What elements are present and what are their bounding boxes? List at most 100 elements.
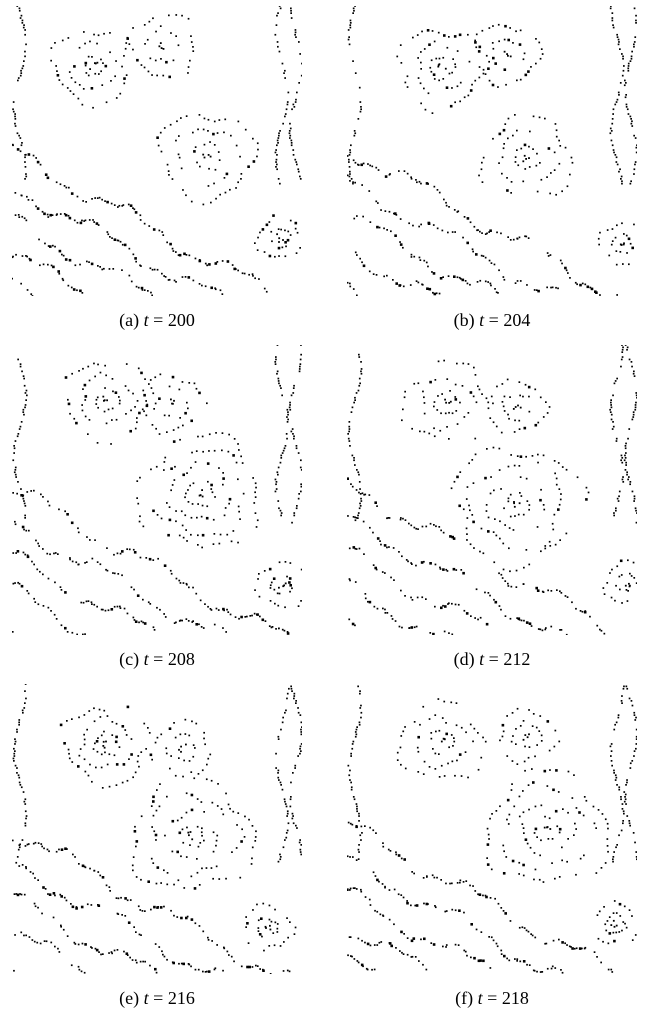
edge-band-dot (632, 372, 635, 375)
ring-dot (471, 83, 473, 86)
ring-dot (531, 768, 533, 770)
ring-dot (490, 868, 493, 871)
ring-dot (197, 845, 200, 848)
stripe-dot (389, 850, 392, 852)
ring-dot (215, 844, 217, 847)
stripe-dot (156, 606, 158, 609)
stripe-dot (429, 562, 432, 565)
edge-band-dot (289, 127, 292, 130)
edge-band-dot (292, 822, 295, 825)
edge-band-dot (624, 445, 627, 447)
edge-band-dot (621, 803, 624, 805)
stripe-dot (484, 256, 487, 259)
stripe-dot (444, 605, 447, 608)
edge-band-dot (25, 173, 27, 175)
ring-dot (118, 396, 120, 398)
stripe-dot (68, 216, 72, 220)
ring-dot (421, 30, 423, 33)
edge-band-dot (621, 180, 623, 183)
stripe-dot (361, 184, 363, 186)
edge-band-dot (276, 163, 278, 166)
edge-band-dot (621, 74, 624, 77)
edge-band-dot (622, 69, 625, 72)
ring-dot (135, 845, 137, 848)
ring-dot (455, 724, 458, 727)
ring-dot (132, 392, 134, 395)
stripe-dot (42, 886, 45, 889)
ring-dot (554, 877, 556, 880)
ring-dot (478, 45, 482, 49)
stripe-dot (33, 597, 35, 600)
stripe-dot (126, 548, 128, 550)
stripe-dot (66, 631, 69, 633)
ring-dot (154, 833, 158, 837)
stripe-dot (59, 893, 62, 896)
stripe-dot (21, 864, 24, 866)
edge-band-dot (277, 500, 280, 502)
stripe-dot (445, 946, 447, 948)
stripe-dot (16, 550, 20, 553)
edge-band-dot (14, 764, 17, 767)
stripe-dot (47, 216, 50, 218)
stripe-dot (522, 960, 526, 963)
stripe-dot (38, 238, 40, 241)
stripe-dot (107, 609, 110, 612)
ring-dot (487, 407, 490, 410)
stripe-dot (82, 200, 84, 202)
stripe-dot (18, 582, 21, 585)
ring-dot (488, 838, 490, 840)
ring-dot (542, 504, 545, 506)
ring-dot (178, 534, 181, 537)
edge-band-dot (613, 772, 615, 774)
ring-dot (518, 43, 522, 46)
edge-band-dot (294, 31, 297, 34)
ring-dot (179, 417, 181, 419)
core-dot (96, 61, 99, 64)
edge-band-dot (611, 12, 614, 14)
ring-dot (173, 479, 176, 481)
ring-dot (185, 811, 188, 814)
stripe-dot (458, 276, 461, 279)
edge-band-dot (629, 762, 632, 765)
ring-dot (517, 164, 520, 167)
core-dot (513, 501, 515, 503)
edge-band-dot (14, 440, 17, 442)
ring-dot (607, 942, 610, 945)
edge-band-dot (17, 774, 20, 777)
ring-dot (503, 38, 506, 41)
edge-band-dot (612, 421, 614, 423)
edge-band-dot (22, 791, 25, 793)
ring-dot (205, 778, 208, 781)
stripe-dot (119, 607, 122, 609)
edge-band-dot (289, 404, 291, 406)
ring-dot (215, 839, 218, 842)
edge-band-dot (612, 425, 615, 428)
ring-dot (534, 423, 538, 427)
stripe-dot (556, 589, 558, 591)
stripe-dot (19, 843, 21, 846)
stripe-dot (546, 252, 549, 254)
ring-dot (585, 799, 588, 802)
stripe-dot (30, 490, 32, 492)
ring-dot (100, 753, 103, 756)
core-dot (445, 401, 447, 404)
stripe-dot (113, 605, 116, 608)
ring-dot (136, 417, 138, 419)
edge-band-dot (292, 387, 295, 389)
ring-dot (230, 540, 233, 543)
ring-dot (218, 878, 221, 880)
stripe-dot (456, 211, 459, 213)
ring-dot (437, 31, 440, 34)
ring-dot (610, 596, 613, 599)
edge-band-dot (621, 808, 624, 810)
ring-dot (511, 783, 513, 785)
stripe-dot (88, 219, 91, 221)
core-dot (207, 154, 210, 156)
ring-dot (443, 34, 446, 37)
stripe-dot (429, 632, 432, 634)
ring-dot (439, 429, 442, 432)
ring-dot (171, 819, 175, 823)
stripe-dot (182, 582, 185, 584)
edge-band-dot (615, 156, 618, 159)
ring-dot (91, 780, 93, 783)
